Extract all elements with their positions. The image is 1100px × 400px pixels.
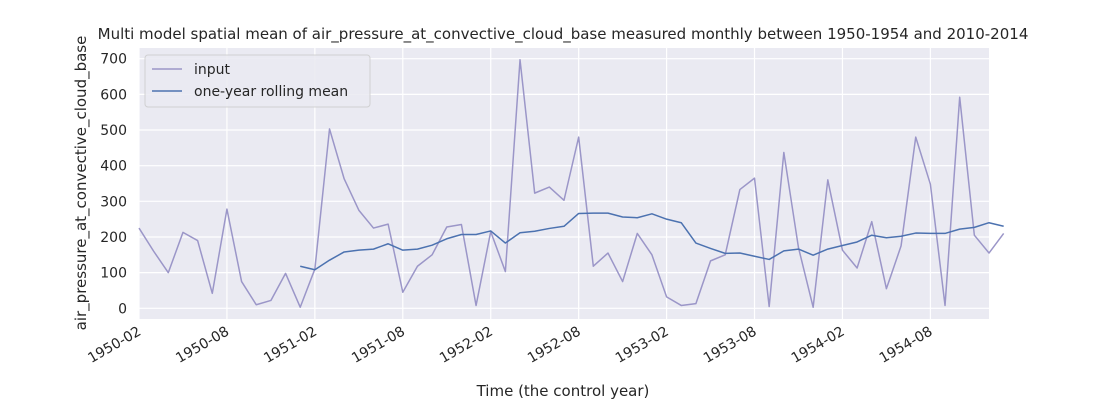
legend-label-input: input (194, 62, 231, 78)
y-tick-labels: 0 100 200 300 400 500 600 700 (100, 52, 127, 318)
x-tick-label: 1950-02 (85, 324, 144, 367)
y-tick-label: 300 (100, 194, 127, 210)
x-tick-label: 1953-02 (613, 324, 672, 367)
x-tick-label: 1950-08 (173, 324, 232, 367)
x-tick-label: 1953-08 (701, 324, 760, 367)
y-axis-label: air_pressure_at_convective_cloud_base (72, 36, 91, 331)
x-tick-label: 1954-08 (877, 324, 936, 367)
y-tick-label: 200 (100, 230, 127, 246)
x-tick-label: 1952-08 (525, 324, 584, 367)
y-tick-label: 700 (100, 52, 127, 68)
x-tick-label: 1951-08 (349, 324, 408, 367)
chart-title: Multi model spatial mean of air_pressure… (98, 25, 1029, 44)
y-tick-label: 400 (100, 159, 127, 175)
y-tick-label: 600 (100, 87, 127, 103)
series-line-one-year-rolling-mean (300, 212, 1004, 271)
y-tick-label: 100 (100, 266, 127, 282)
x-tick-label: 1951-02 (261, 324, 320, 367)
x-tick-label: 1954-02 (789, 324, 848, 367)
y-tick-label: 0 (118, 301, 127, 317)
x-axis-label: Time (the control year) (476, 382, 650, 400)
series-line-input (138, 59, 1005, 308)
legend-box (144, 54, 371, 108)
y-tick-label: 500 (100, 123, 127, 139)
x-tick-label: 1952-02 (437, 324, 496, 367)
x-tick-labels: 1950-02 1950-08 1951-02 1951-08 1952-02 1952-… (85, 324, 935, 367)
legend: input one-year rolling mean (144, 54, 371, 108)
series-layer (138, 59, 1005, 308)
legend-label-rolling-mean: one-year rolling mean (194, 84, 348, 100)
